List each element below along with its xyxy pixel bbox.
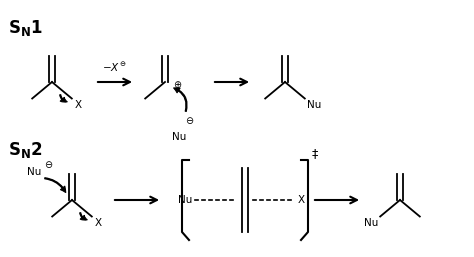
Text: $\ominus$: $\ominus$ <box>185 115 194 125</box>
Text: X: X <box>298 195 305 205</box>
FancyArrowPatch shape <box>45 178 66 192</box>
Text: Nu: Nu <box>364 218 378 228</box>
Text: X: X <box>95 218 102 228</box>
Text: $\ddag$: $\ddag$ <box>311 147 319 161</box>
Text: $\oplus$: $\oplus$ <box>173 78 182 89</box>
FancyArrowPatch shape <box>60 95 67 102</box>
Text: $\ominus$: $\ominus$ <box>44 159 53 170</box>
Text: X: X <box>75 100 82 109</box>
Text: $\mathbf{S_N1}$: $\mathbf{S_N1}$ <box>8 18 43 38</box>
Text: Nu: Nu <box>27 167 41 177</box>
Text: $\mathbf{S_N2}$: $\mathbf{S_N2}$ <box>8 140 43 160</box>
Text: Nu: Nu <box>307 100 321 109</box>
Text: Nu: Nu <box>172 132 186 142</box>
FancyArrowPatch shape <box>173 88 187 112</box>
Text: $-X^\ominus$: $-X^\ominus$ <box>102 61 128 74</box>
Text: Nu: Nu <box>178 195 192 205</box>
FancyArrowPatch shape <box>80 213 87 220</box>
